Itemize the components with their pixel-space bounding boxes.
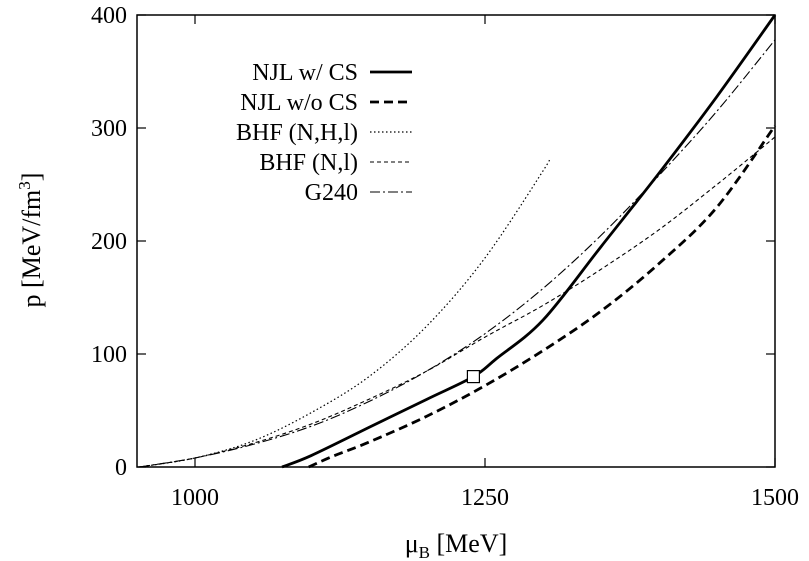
- x-tick-label-1000: 1000: [171, 485, 219, 511]
- series-group: [139, 14, 777, 469]
- y-tick-label-100: 100: [91, 342, 127, 368]
- y-axis-label-sup: 3: [15, 181, 34, 190]
- legend: NJL w/ CS NJL w/o CS BHF (N,H,l) BHF (N,l) G…: [236, 60, 412, 206]
- x-axis-label: μB [MeV]: [405, 529, 508, 561]
- y-axis-label-main: p [MeV/fm: [17, 190, 46, 308]
- axis-ticks: 1000 1250 1500 0 100 200 300 400: [91, 3, 799, 511]
- y-axis-label-end: ]: [17, 173, 46, 182]
- series-line-g240: [139, 39, 776, 468]
- y-tick-label-0: 0: [115, 455, 127, 481]
- y-tick-label-200: 200: [91, 229, 127, 255]
- y-tick-label-400: 400: [91, 3, 127, 29]
- series-line-bhf-n-h-l: [139, 159, 551, 468]
- series-line-njl-w-o-cs: [308, 124, 777, 469]
- x-axis-label-main: μ: [405, 529, 419, 558]
- y-axis-label: p [MeV/fm3]: [15, 173, 46, 308]
- legend-label-njl-w-o-cs: NJL w/o CS: [240, 90, 358, 116]
- legend-label-g240: G240: [305, 180, 358, 206]
- x-axis-label-unit: [MeV]: [430, 529, 507, 558]
- x-axis-label-sub: B: [419, 543, 430, 561]
- x-tick-label-1250: 1250: [461, 485, 509, 511]
- x-tick-label-1500: 1500: [751, 485, 799, 511]
- legend-label-bhf-n-h-l: BHF (N,H,l): [236, 120, 358, 146]
- marker-group: [466, 370, 480, 384]
- plot-frame: [136, 14, 776, 468]
- series-line-njl-w-cs: [281, 14, 777, 469]
- series-line-bhf-n-l: [139, 136, 776, 468]
- legend-label-njl-w-cs: NJL w/ CS: [252, 60, 358, 86]
- marker-open-square: [466, 370, 480, 384]
- legend-label-bhf-n-l: BHF (N,l): [259, 150, 358, 176]
- y-tick-label-300: 300: [91, 116, 127, 142]
